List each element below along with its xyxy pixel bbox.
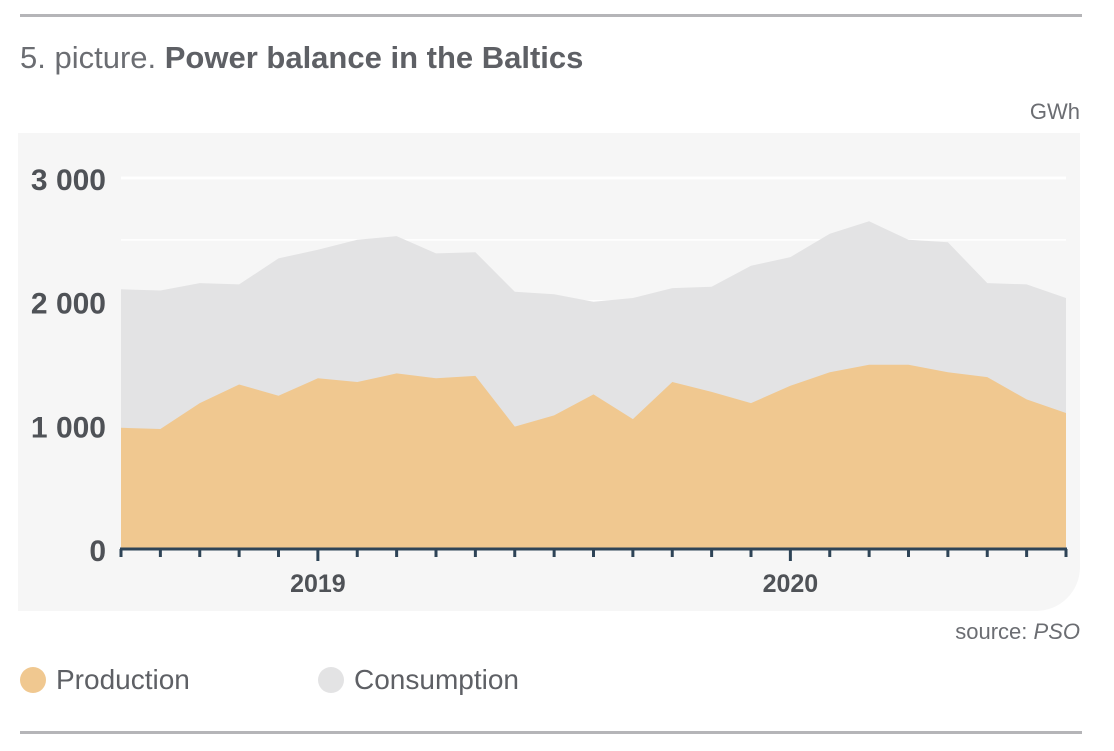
title-main: Power balance in the Baltics <box>164 40 584 75</box>
chart-title: 5. picture. Power balance in the Baltics <box>20 38 583 78</box>
source-prefix: source: <box>955 619 1028 644</box>
y-tick-label-0: 0 <box>89 535 106 568</box>
area-production <box>121 364 1066 549</box>
title-prefix: 5. picture. <box>20 40 157 75</box>
bottom-rule <box>20 731 1082 734</box>
x-year-label-2019: 2019 <box>290 570 346 598</box>
top-rule <box>20 14 1082 17</box>
legend-label-production: Production <box>56 664 190 695</box>
source-name: PSO <box>1033 619 1080 644</box>
y-tick-label-2000: 2 000 <box>31 288 106 321</box>
legend-item-production: Production <box>20 664 190 696</box>
x-year-label-2020: 2020 <box>763 570 819 598</box>
legend-swatch-consumption <box>318 667 344 693</box>
y-tick-label-3000: 3 000 <box>31 164 106 197</box>
source-note: source: PSO <box>955 619 1080 645</box>
unit-label: GWh <box>1029 99 1080 124</box>
y-tick-label-1000: 1 000 <box>31 411 106 444</box>
legend-swatch-production <box>20 667 46 693</box>
legend-label-consumption: Consumption <box>354 664 519 695</box>
legend-item-consumption: Consumption <box>318 664 519 696</box>
